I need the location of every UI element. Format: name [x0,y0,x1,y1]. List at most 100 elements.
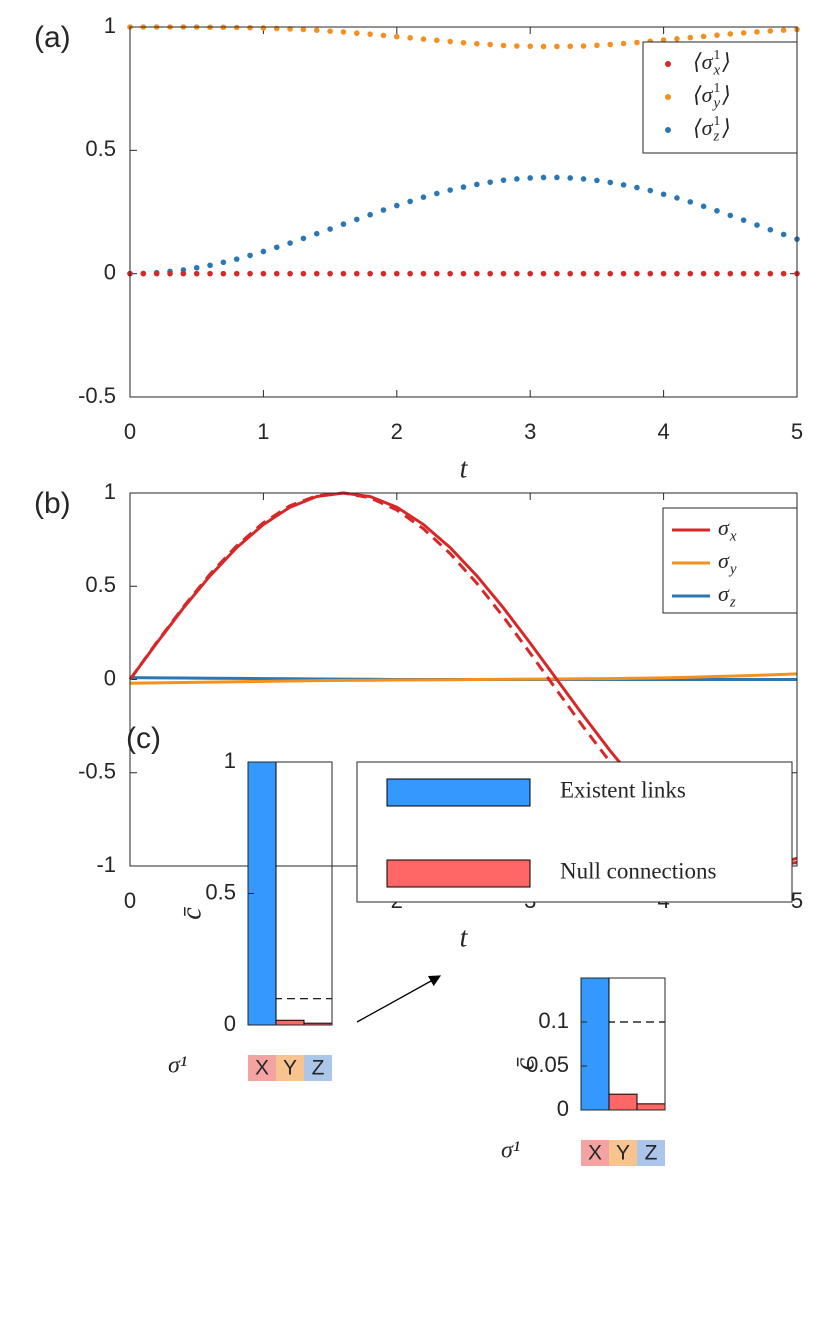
x-axis-label: t [460,922,469,953]
data-point [434,190,440,197]
x-axis-label: σ¹ [501,1138,520,1164]
data-point [514,43,520,49]
category-box [609,1140,637,1166]
data-point [260,270,267,277]
data-point [140,270,147,277]
data-point [714,32,720,38]
data-point [687,199,694,205]
y-tick-label: 1 [104,13,116,38]
data-point [247,24,253,31]
y-tick-label: 0.1 [538,1008,569,1033]
data-point [327,28,333,34]
data-point [620,182,627,188]
data-point [407,198,413,205]
y-tick-label: 0 [557,1096,569,1121]
y-tick-label: 0.5 [85,136,116,161]
data-point [607,41,614,48]
data-point [153,270,160,277]
category-box [248,1055,276,1081]
data-point [260,248,267,255]
data-point [220,270,227,277]
data-point [687,34,694,41]
category-label: Z [312,1057,325,1080]
data-point [607,179,614,186]
data-point [287,26,293,32]
legend-label: Null connections [560,858,717,883]
y-tick-label: 0 [224,1011,236,1036]
data-point [620,40,627,47]
data-point [394,270,400,277]
data-point [527,43,533,50]
legend-label-sub: z [729,594,736,610]
data-point [647,270,654,277]
data-point [367,211,373,218]
category-label: X [588,1142,602,1165]
data-point [460,270,467,277]
data-point [353,216,360,223]
data-point [607,270,614,277]
data-point [434,37,440,44]
data-point [700,270,707,277]
data-point [300,26,307,33]
data-point [380,270,387,277]
data-point [367,270,373,277]
data-point [193,270,200,277]
panel-label: (b) [34,487,71,520]
panel-label: (c) [126,722,161,755]
data-point [660,37,667,43]
data-point [353,30,360,36]
y-axis-label: c̄ [509,1057,540,1070]
legend-label: Existent links [560,777,686,802]
dashed-line [128,491,798,867]
data-point [340,221,347,227]
data-point [487,179,493,185]
legend-label-end: ⟩ [721,49,731,74]
data-point [500,42,507,49]
x-tick-label: 0 [124,419,136,444]
data-point [767,270,774,277]
data-point [260,25,267,31]
category-box [581,1140,609,1166]
data-point [447,270,453,277]
bar [581,978,610,1110]
data-point [714,207,720,214]
legend-label-sub: x [712,62,720,78]
data-point [540,270,547,277]
legend-label: ⟨σ [693,115,714,140]
data-point [300,270,307,277]
data-point [527,270,533,277]
legend-label: σ [718,548,730,573]
legend-label-sub: y [728,561,737,577]
data-point [634,39,640,46]
data-point [220,259,227,266]
data-point [273,244,280,251]
data-point [660,270,667,277]
data-point [580,176,587,182]
data-point [340,29,347,35]
data-point [514,270,520,277]
data-point [674,270,680,277]
data-point [527,175,533,181]
data-point [394,202,400,209]
category-box [304,1055,332,1081]
legend-label: σ [718,515,730,540]
data-point [500,270,507,277]
data-point [567,43,574,50]
data-point [634,270,640,277]
data-point [380,207,387,213]
data-point [193,264,200,271]
x-tick-label: 4 [657,419,669,444]
data-point [780,231,787,238]
x-tick-label: 3 [524,419,536,444]
data-point [634,184,640,191]
data-point [554,43,560,50]
category-label: X [255,1057,269,1080]
data-point [727,212,734,219]
y-tick-label: -1 [96,852,116,877]
data-point [460,184,467,190]
data-point [580,270,587,277]
data-point [487,41,493,48]
legend-marker [665,94,671,100]
category-label: Z [645,1142,658,1165]
data-point [167,270,173,277]
